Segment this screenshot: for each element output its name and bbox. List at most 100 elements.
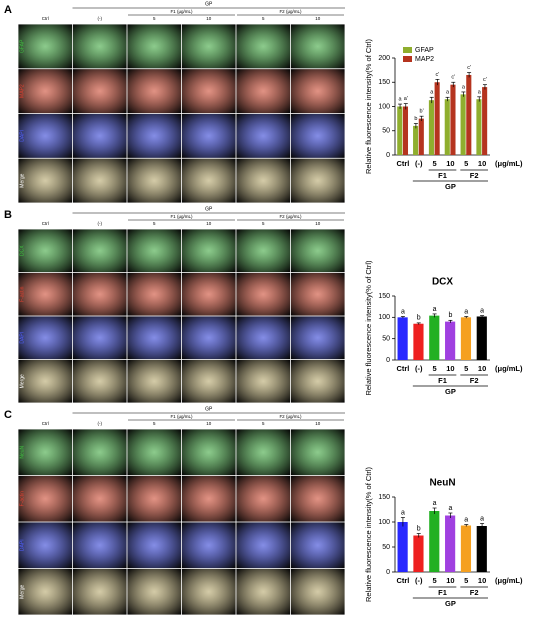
micrograph bbox=[181, 272, 236, 316]
micrograph bbox=[72, 359, 127, 403]
micrograph bbox=[236, 475, 291, 522]
bar bbox=[428, 100, 434, 155]
x-tick-label: 5 bbox=[464, 364, 468, 373]
x-tick-label: Ctrl bbox=[396, 576, 409, 585]
significance-letter: a bbox=[480, 515, 484, 522]
significance-letter: b bbox=[414, 116, 417, 122]
column-header: (-) bbox=[98, 421, 103, 426]
significance-letter: a bbox=[401, 509, 405, 516]
micrograph bbox=[72, 69, 127, 114]
micrograph bbox=[18, 522, 73, 569]
significance-letter: a bbox=[464, 308, 468, 315]
significance-letter: b' bbox=[420, 109, 424, 115]
micrograph bbox=[127, 69, 182, 114]
x-tick-label: Ctrl bbox=[396, 364, 409, 373]
bar bbox=[445, 321, 456, 360]
legend-label: MAP2 bbox=[415, 56, 434, 63]
y-tick-label: 150 bbox=[378, 494, 390, 501]
micrograph bbox=[181, 158, 236, 203]
significance-letter: a bbox=[448, 505, 452, 512]
outer-label: GP bbox=[445, 387, 456, 396]
micrograph bbox=[72, 475, 127, 522]
y-tick-label: 0 bbox=[386, 152, 390, 159]
bar bbox=[397, 522, 408, 572]
significance-letter: a bbox=[462, 84, 466, 90]
micrograph bbox=[127, 158, 182, 203]
x-tick-label: 5 bbox=[464, 159, 468, 168]
x-tick-label: 5 bbox=[432, 576, 436, 585]
micrograph bbox=[290, 113, 345, 158]
significance-letter: a bbox=[478, 89, 482, 95]
chart-title: DCX bbox=[432, 277, 453, 288]
significance-letter: a bbox=[430, 90, 434, 96]
micrograph bbox=[236, 69, 291, 114]
bar bbox=[460, 525, 472, 572]
micrograph bbox=[290, 316, 345, 360]
row-label: Merge bbox=[19, 374, 25, 388]
row-label: Merge bbox=[19, 584, 25, 598]
panel-label: C bbox=[4, 409, 12, 421]
column-header: 5 bbox=[262, 421, 265, 426]
row-label: DCX bbox=[19, 245, 25, 256]
row-label: NeuN bbox=[19, 445, 25, 458]
y-tick-label: 200 bbox=[378, 55, 390, 62]
row-label: DAPI bbox=[19, 539, 25, 551]
micrograph bbox=[181, 24, 236, 69]
x-tick-label: 5 bbox=[432, 159, 436, 168]
micrograph bbox=[127, 359, 182, 403]
subgroup-header: F1 (μg/mL) bbox=[170, 414, 193, 419]
micrograph bbox=[18, 113, 73, 158]
group-label: F1 bbox=[438, 376, 447, 385]
micrograph bbox=[236, 158, 291, 203]
group-header: GP bbox=[205, 206, 213, 212]
subgroup-header: F1 (μg/mL) bbox=[170, 9, 193, 14]
micrograph bbox=[290, 359, 345, 403]
micrograph bbox=[236, 272, 291, 316]
bar bbox=[444, 99, 450, 155]
micrograph bbox=[72, 24, 127, 69]
micrograph bbox=[127, 522, 182, 569]
significance-letter: c' bbox=[467, 65, 471, 71]
bar bbox=[460, 94, 466, 155]
bar bbox=[402, 106, 409, 155]
significance-letter: a bbox=[433, 500, 437, 507]
micrograph bbox=[72, 316, 127, 360]
y-tick-label: 150 bbox=[378, 79, 390, 86]
significance-letter: a' bbox=[404, 96, 408, 102]
unit-label: (μg/mL) bbox=[495, 364, 523, 373]
group-label: F1 bbox=[438, 171, 447, 180]
column-header: 10 bbox=[315, 421, 321, 426]
column-header: 5 bbox=[262, 16, 265, 21]
micrograph bbox=[290, 568, 345, 615]
bar bbox=[482, 87, 488, 155]
micrograph bbox=[236, 24, 291, 69]
bar bbox=[466, 74, 472, 155]
column-header: (-) bbox=[98, 16, 103, 21]
column-header: Ctrl bbox=[42, 421, 49, 426]
significance-letter: b bbox=[417, 315, 421, 322]
bar bbox=[445, 515, 456, 572]
significance-letter: b bbox=[417, 525, 421, 532]
micrograph bbox=[127, 24, 182, 69]
bar bbox=[418, 118, 424, 155]
micrograph bbox=[290, 522, 345, 569]
micrograph bbox=[181, 522, 236, 569]
micrograph bbox=[290, 272, 345, 316]
group-label: F1 bbox=[438, 588, 447, 597]
micrograph bbox=[72, 113, 127, 158]
micrograph bbox=[127, 113, 182, 158]
micrograph bbox=[181, 429, 236, 476]
y-tick-label: 50 bbox=[382, 544, 390, 551]
micrograph bbox=[127, 429, 182, 476]
micrograph bbox=[290, 229, 345, 273]
micrograph bbox=[236, 316, 291, 360]
subgroup-header: F2 (μg/mL) bbox=[279, 214, 302, 219]
outer-label: GP bbox=[445, 599, 456, 608]
micrograph bbox=[181, 316, 236, 360]
y-axis-label: Relative fluorescence intensity(% of Ctr… bbox=[364, 38, 373, 174]
bar bbox=[429, 511, 440, 572]
legend-label: GFAP bbox=[415, 47, 434, 54]
micrograph bbox=[18, 158, 73, 203]
subgroup-header: F2 (μg/mL) bbox=[279, 414, 302, 419]
